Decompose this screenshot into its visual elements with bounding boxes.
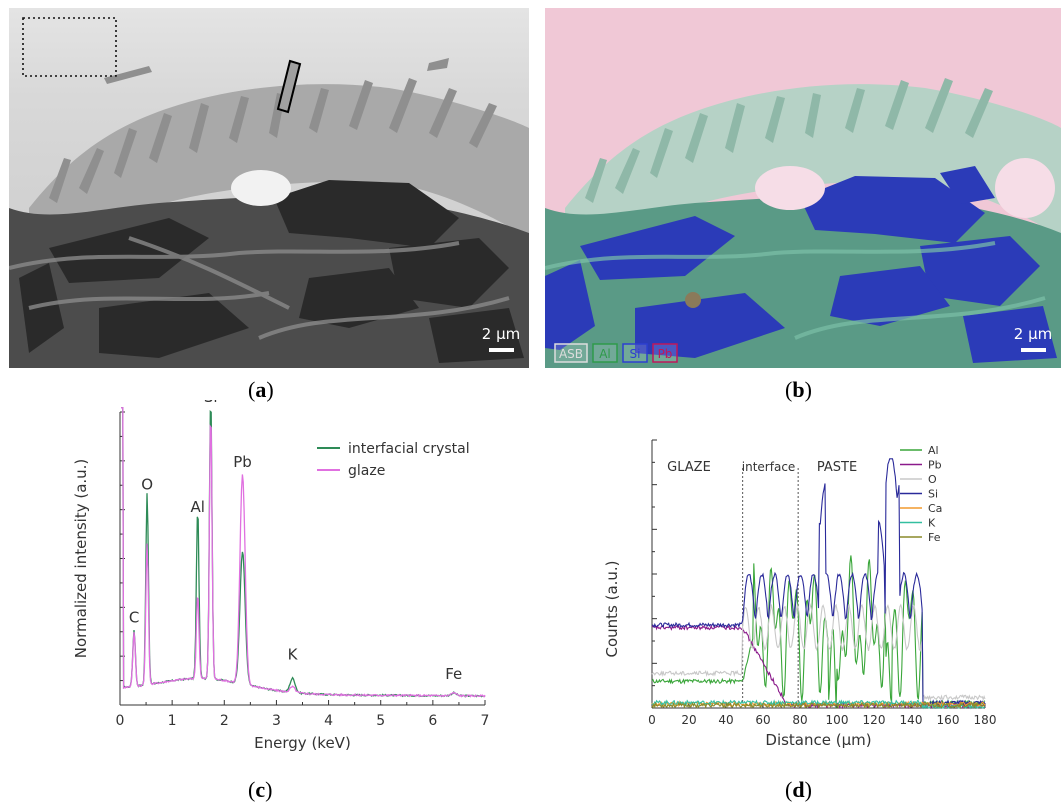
series-line-glaze xyxy=(121,407,486,698)
x-tick-label: 140 xyxy=(900,713,923,727)
legend-label: glaze xyxy=(348,463,385,479)
x-tick-label: 100 xyxy=(826,713,849,727)
region-label-interface: interface xyxy=(742,460,796,474)
sem-image-a: 2 µm xyxy=(9,8,529,368)
tag-label-asb: ASB xyxy=(559,347,583,361)
x-tick-label: 160 xyxy=(937,713,960,727)
scale-label-a: 2 µm xyxy=(482,325,520,343)
crystal-outline xyxy=(276,59,302,114)
x-tick-label: 1 xyxy=(168,713,177,729)
tag-box-si xyxy=(622,343,648,363)
caption-a: (a) xyxy=(248,377,274,402)
legend-label: interfacial crystal xyxy=(348,441,470,457)
legend-label: K xyxy=(928,517,936,530)
x-tick-label: 180 xyxy=(974,713,997,727)
x-tick-label: 0 xyxy=(116,713,125,729)
scale-label-b: 2 µm xyxy=(1014,325,1052,343)
line-profile-chart: 0 20 40 60 80 100 120 140 160 180 Distance (µm) Cou… xyxy=(595,430,1015,770)
x-tick-label: 20 xyxy=(681,713,696,727)
tag-label-si: Si xyxy=(630,347,641,361)
peak-label-si: Si xyxy=(204,400,218,406)
series-line-o xyxy=(651,602,986,701)
x-tick-label: 2 xyxy=(220,713,229,729)
x-tick-label: 120 xyxy=(863,713,886,727)
peak-label-o: O xyxy=(141,476,153,494)
legend-label: Pb xyxy=(928,459,942,472)
peak-label-fe: Fe xyxy=(445,665,462,683)
x-tick-label: 6 xyxy=(428,713,437,729)
tag-label-al: Al xyxy=(599,347,611,361)
x-tick-label: 0 xyxy=(648,713,656,727)
x-tick-label: 5 xyxy=(376,713,385,729)
legend-label: Al xyxy=(928,444,939,457)
caption-b: (b) xyxy=(785,377,812,402)
y-axis-label: Counts (a.u.) xyxy=(603,560,621,657)
y-axis-label: Normalized intensity (a.u.) xyxy=(72,459,90,659)
legend-label: O xyxy=(928,473,937,486)
x-tick-label: 60 xyxy=(755,713,770,727)
x-tick-label: 3 xyxy=(272,713,281,729)
legend-label: Fe xyxy=(928,531,941,544)
scale-bar-b xyxy=(1021,348,1046,352)
legend-label: Ca xyxy=(928,502,942,515)
eds-map-b: 2 µm ASB Al Si Pb xyxy=(545,8,1061,368)
peak-label-k: K xyxy=(288,645,299,663)
x-tick-label: 4 xyxy=(324,713,333,729)
x-axis-label: Distance (µm) xyxy=(765,731,871,749)
selection-box-dotted xyxy=(22,17,117,77)
x-tick-label: 7 xyxy=(481,713,490,729)
x-axis-label: Energy (keV) xyxy=(254,734,351,752)
peak-label-c: C xyxy=(129,609,139,627)
series-line-fe xyxy=(651,701,986,710)
scale-bar-a xyxy=(489,348,514,352)
tag-box-pb xyxy=(652,343,678,363)
eds-spectrum-chart: 0 1 2 3 4 5 6 7 Energy (keV) Normalized intensity… xyxy=(60,388,500,770)
x-tick-label: 40 xyxy=(718,713,733,727)
peak-label-pb: Pb xyxy=(233,453,252,471)
caption-d: (d) xyxy=(785,777,812,802)
tag-label-pb: Pb xyxy=(658,347,673,361)
legend-label: Si xyxy=(928,488,938,501)
x-tick-label: 80 xyxy=(792,713,807,727)
peak-label-al: Al xyxy=(190,498,204,516)
tag-box-al xyxy=(592,343,618,363)
region-label-glaze: GLAZE xyxy=(667,460,711,475)
region-label-paste: PASTE xyxy=(817,460,857,475)
caption-c: (c) xyxy=(248,777,273,802)
tag-box-asb xyxy=(554,343,588,363)
element-tags: ASB Al Si Pb xyxy=(554,343,678,363)
